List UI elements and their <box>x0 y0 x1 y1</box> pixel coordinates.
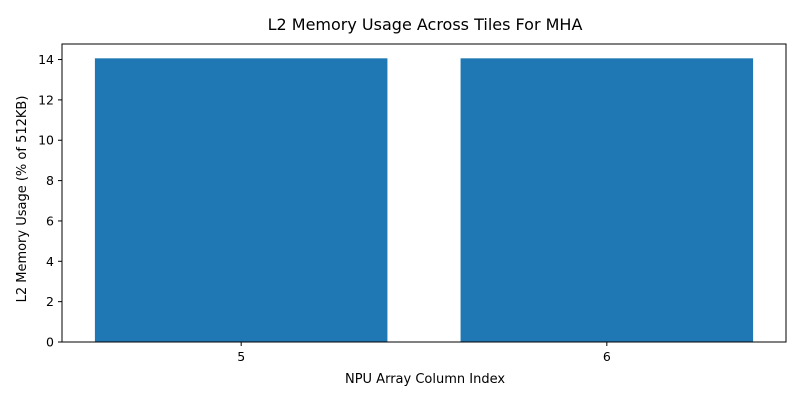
y-tick-label: 12 <box>38 92 54 107</box>
y-tick-label: 0 <box>46 335 54 350</box>
y-tick-label: 14 <box>38 52 54 67</box>
y-tick-label: 8 <box>46 173 54 188</box>
y-tick-label: 10 <box>38 133 54 148</box>
x-tick-label: 5 <box>237 349 245 364</box>
bar-6 <box>460 58 754 342</box>
plot-area <box>94 58 754 342</box>
axes-frame <box>61 43 787 343</box>
x-axis-label: NPU Array Column Index <box>345 372 505 387</box>
bar-5 <box>94 58 388 342</box>
y-axis-label: L2 Memory Usage (% of 512KB) <box>15 96 30 303</box>
axes: 5 6 0 2 4 6 8 10 12 14 <box>38 43 787 364</box>
x-tick-label: 6 <box>603 349 611 364</box>
y-tick-label: 2 <box>46 294 54 309</box>
y-tick-label: 4 <box>46 254 54 269</box>
chart-title: L2 Memory Usage Across Tiles For MHA <box>268 15 583 34</box>
y-tick-label: 6 <box>46 213 54 228</box>
